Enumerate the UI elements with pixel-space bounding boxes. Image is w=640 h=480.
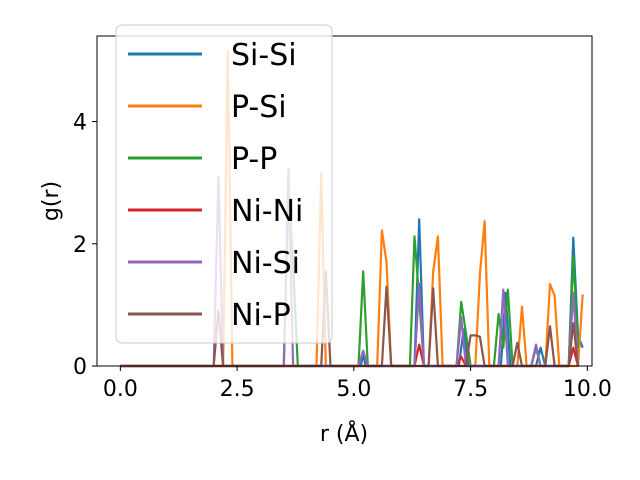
plot-frame [96, 35, 593, 367]
legend-label-p-si: P-Si [231, 90, 287, 125]
series-line-ni-ni [120, 343, 580, 368]
x-axis: 0.0 2.5 5.0 7.5 10.0 [103, 366, 612, 402]
legend-label-si-si: Si-Si [231, 38, 297, 73]
legend-label-ni-ni: Ni-Ni [231, 194, 303, 229]
legend: Si-Si P-Si P-P Ni-Ni Ni-Si Ni-P [115, 24, 333, 344]
legend-label-ni-p: Ni-P [231, 298, 291, 333]
y-axis-label: g(r) [39, 181, 64, 221]
legend-label-p-p: P-P [231, 142, 277, 177]
y-tick-label: 0 [73, 355, 87, 380]
y-axis: 0 2 4 [73, 111, 97, 380]
legend-box [115, 24, 333, 344]
x-tick-label: 7.5 [453, 377, 488, 402]
x-tick-label: 10.0 [563, 377, 612, 402]
x-axis-label: r (Å) [320, 420, 368, 447]
x-tick-label: 2.5 [220, 377, 255, 402]
y-tick-label: 2 [73, 233, 87, 258]
x-tick-label: 0.0 [103, 377, 138, 402]
y-tick-label: 4 [73, 111, 87, 136]
x-tick-label: 5.0 [336, 377, 371, 402]
legend-label-ni-si: Ni-Si [231, 246, 300, 281]
